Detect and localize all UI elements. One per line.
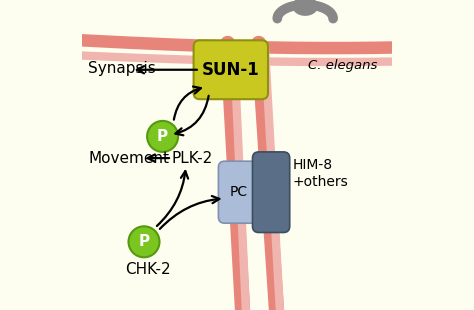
Text: Synapsis: Synapsis <box>88 61 156 76</box>
Text: PC: PC <box>229 185 247 199</box>
Text: HIM-8
+others: HIM-8 +others <box>293 158 348 189</box>
Text: CHK-2: CHK-2 <box>126 262 171 277</box>
Text: Movement: Movement <box>88 151 169 166</box>
Text: P: P <box>157 129 168 144</box>
FancyBboxPatch shape <box>193 40 268 99</box>
Text: P: P <box>138 234 150 249</box>
Text: SUN-1: SUN-1 <box>202 61 260 79</box>
Circle shape <box>147 121 178 152</box>
Text: PLK-2: PLK-2 <box>172 151 213 166</box>
Text: C. elegans: C. elegans <box>308 59 378 72</box>
FancyBboxPatch shape <box>219 161 259 223</box>
Circle shape <box>128 226 159 257</box>
FancyBboxPatch shape <box>253 152 290 232</box>
